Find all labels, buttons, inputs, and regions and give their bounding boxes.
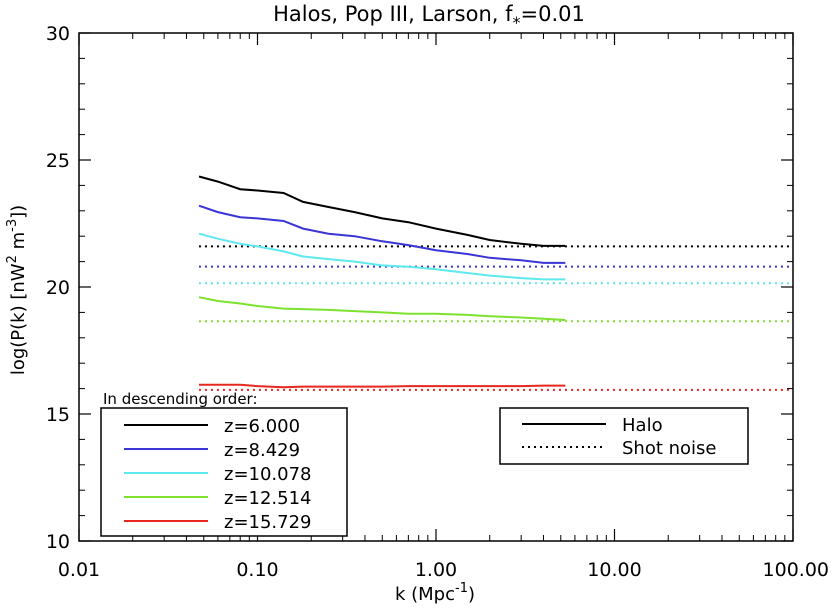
y-tick-label: 15 <box>46 404 70 426</box>
chart-title: Halos, Pop III, Larson, f*=0.01 <box>273 2 585 32</box>
legend-label-dotted: Shot noise <box>622 438 717 459</box>
halo-line-z=6.000 <box>198 175 566 247</box>
legend-label-z=8.429: z=8.429 <box>224 440 300 461</box>
legend-label-z=10.078: z=10.078 <box>224 464 312 485</box>
x-tick-label: 0.01 <box>58 559 100 581</box>
y-tick-label: 20 <box>46 277 70 299</box>
halo-line-z=10.078 <box>198 232 566 281</box>
legend-label-solid: Halo <box>622 415 663 436</box>
x-tick-label: 100.00 <box>763 559 829 581</box>
x-tick-label: 0.10 <box>236 559 278 581</box>
plot-area <box>78 32 794 542</box>
redshift-legend-title: In descending order: <box>103 390 258 408</box>
x-tick-label: 1.00 <box>415 559 457 581</box>
halo-line-z=12.514 <box>198 296 566 321</box>
y-tick-labels: 10 15 20 25 30 <box>46 23 70 553</box>
shot-noise-lines <box>198 245 793 391</box>
y-tick-label: 10 <box>46 531 70 553</box>
x-axis-label: k (Mpc-1) <box>395 581 475 605</box>
legend-label-z=15.729: z=15.729 <box>224 512 312 533</box>
x-tick-label: 10.00 <box>587 559 641 581</box>
y-axis-label: log(P(k) [nW2 m-3]) <box>5 205 29 375</box>
halo-lines <box>198 175 566 389</box>
y-tick-label: 30 <box>46 23 70 45</box>
axis-ticks <box>78 32 794 542</box>
halo-line-z=15.729 <box>199 383 566 389</box>
legend-label-z=6.000: z=6.000 <box>224 416 300 437</box>
x-tick-labels: 0.01 0.10 1.00 10.00 100.00 <box>58 559 829 581</box>
y-tick-label: 25 <box>46 150 70 172</box>
halo-line-z=8.429 <box>198 204 566 264</box>
line-style-legend-box <box>499 407 749 465</box>
legend-label-z=12.514: z=12.514 <box>224 488 312 509</box>
redshift-legend: z=6.000 z=8.429 z=10.078 z=12.514 z=15.729 <box>100 407 348 537</box>
